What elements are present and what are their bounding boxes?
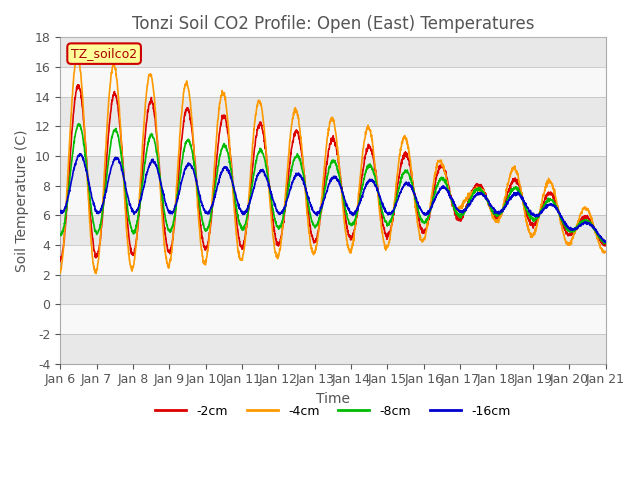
Bar xyxy=(60,156,605,186)
Y-axis label: Soil Temperature (C): Soil Temperature (C) xyxy=(15,129,29,272)
Bar xyxy=(60,275,605,304)
Bar xyxy=(60,67,605,96)
Bar xyxy=(60,304,605,334)
X-axis label: Time: Time xyxy=(316,392,350,406)
Legend: -2cm, -4cm, -8cm, -16cm: -2cm, -4cm, -8cm, -16cm xyxy=(150,400,515,423)
Title: Tonzi Soil CO2 Profile: Open (East) Temperatures: Tonzi Soil CO2 Profile: Open (East) Temp… xyxy=(132,15,534,33)
Bar xyxy=(60,186,605,216)
Bar xyxy=(60,126,605,156)
Bar xyxy=(60,96,605,126)
Text: TZ_soilco2: TZ_soilco2 xyxy=(71,47,137,60)
Bar xyxy=(60,37,605,67)
Bar xyxy=(60,334,605,364)
Bar xyxy=(60,216,605,245)
Bar xyxy=(60,245,605,275)
